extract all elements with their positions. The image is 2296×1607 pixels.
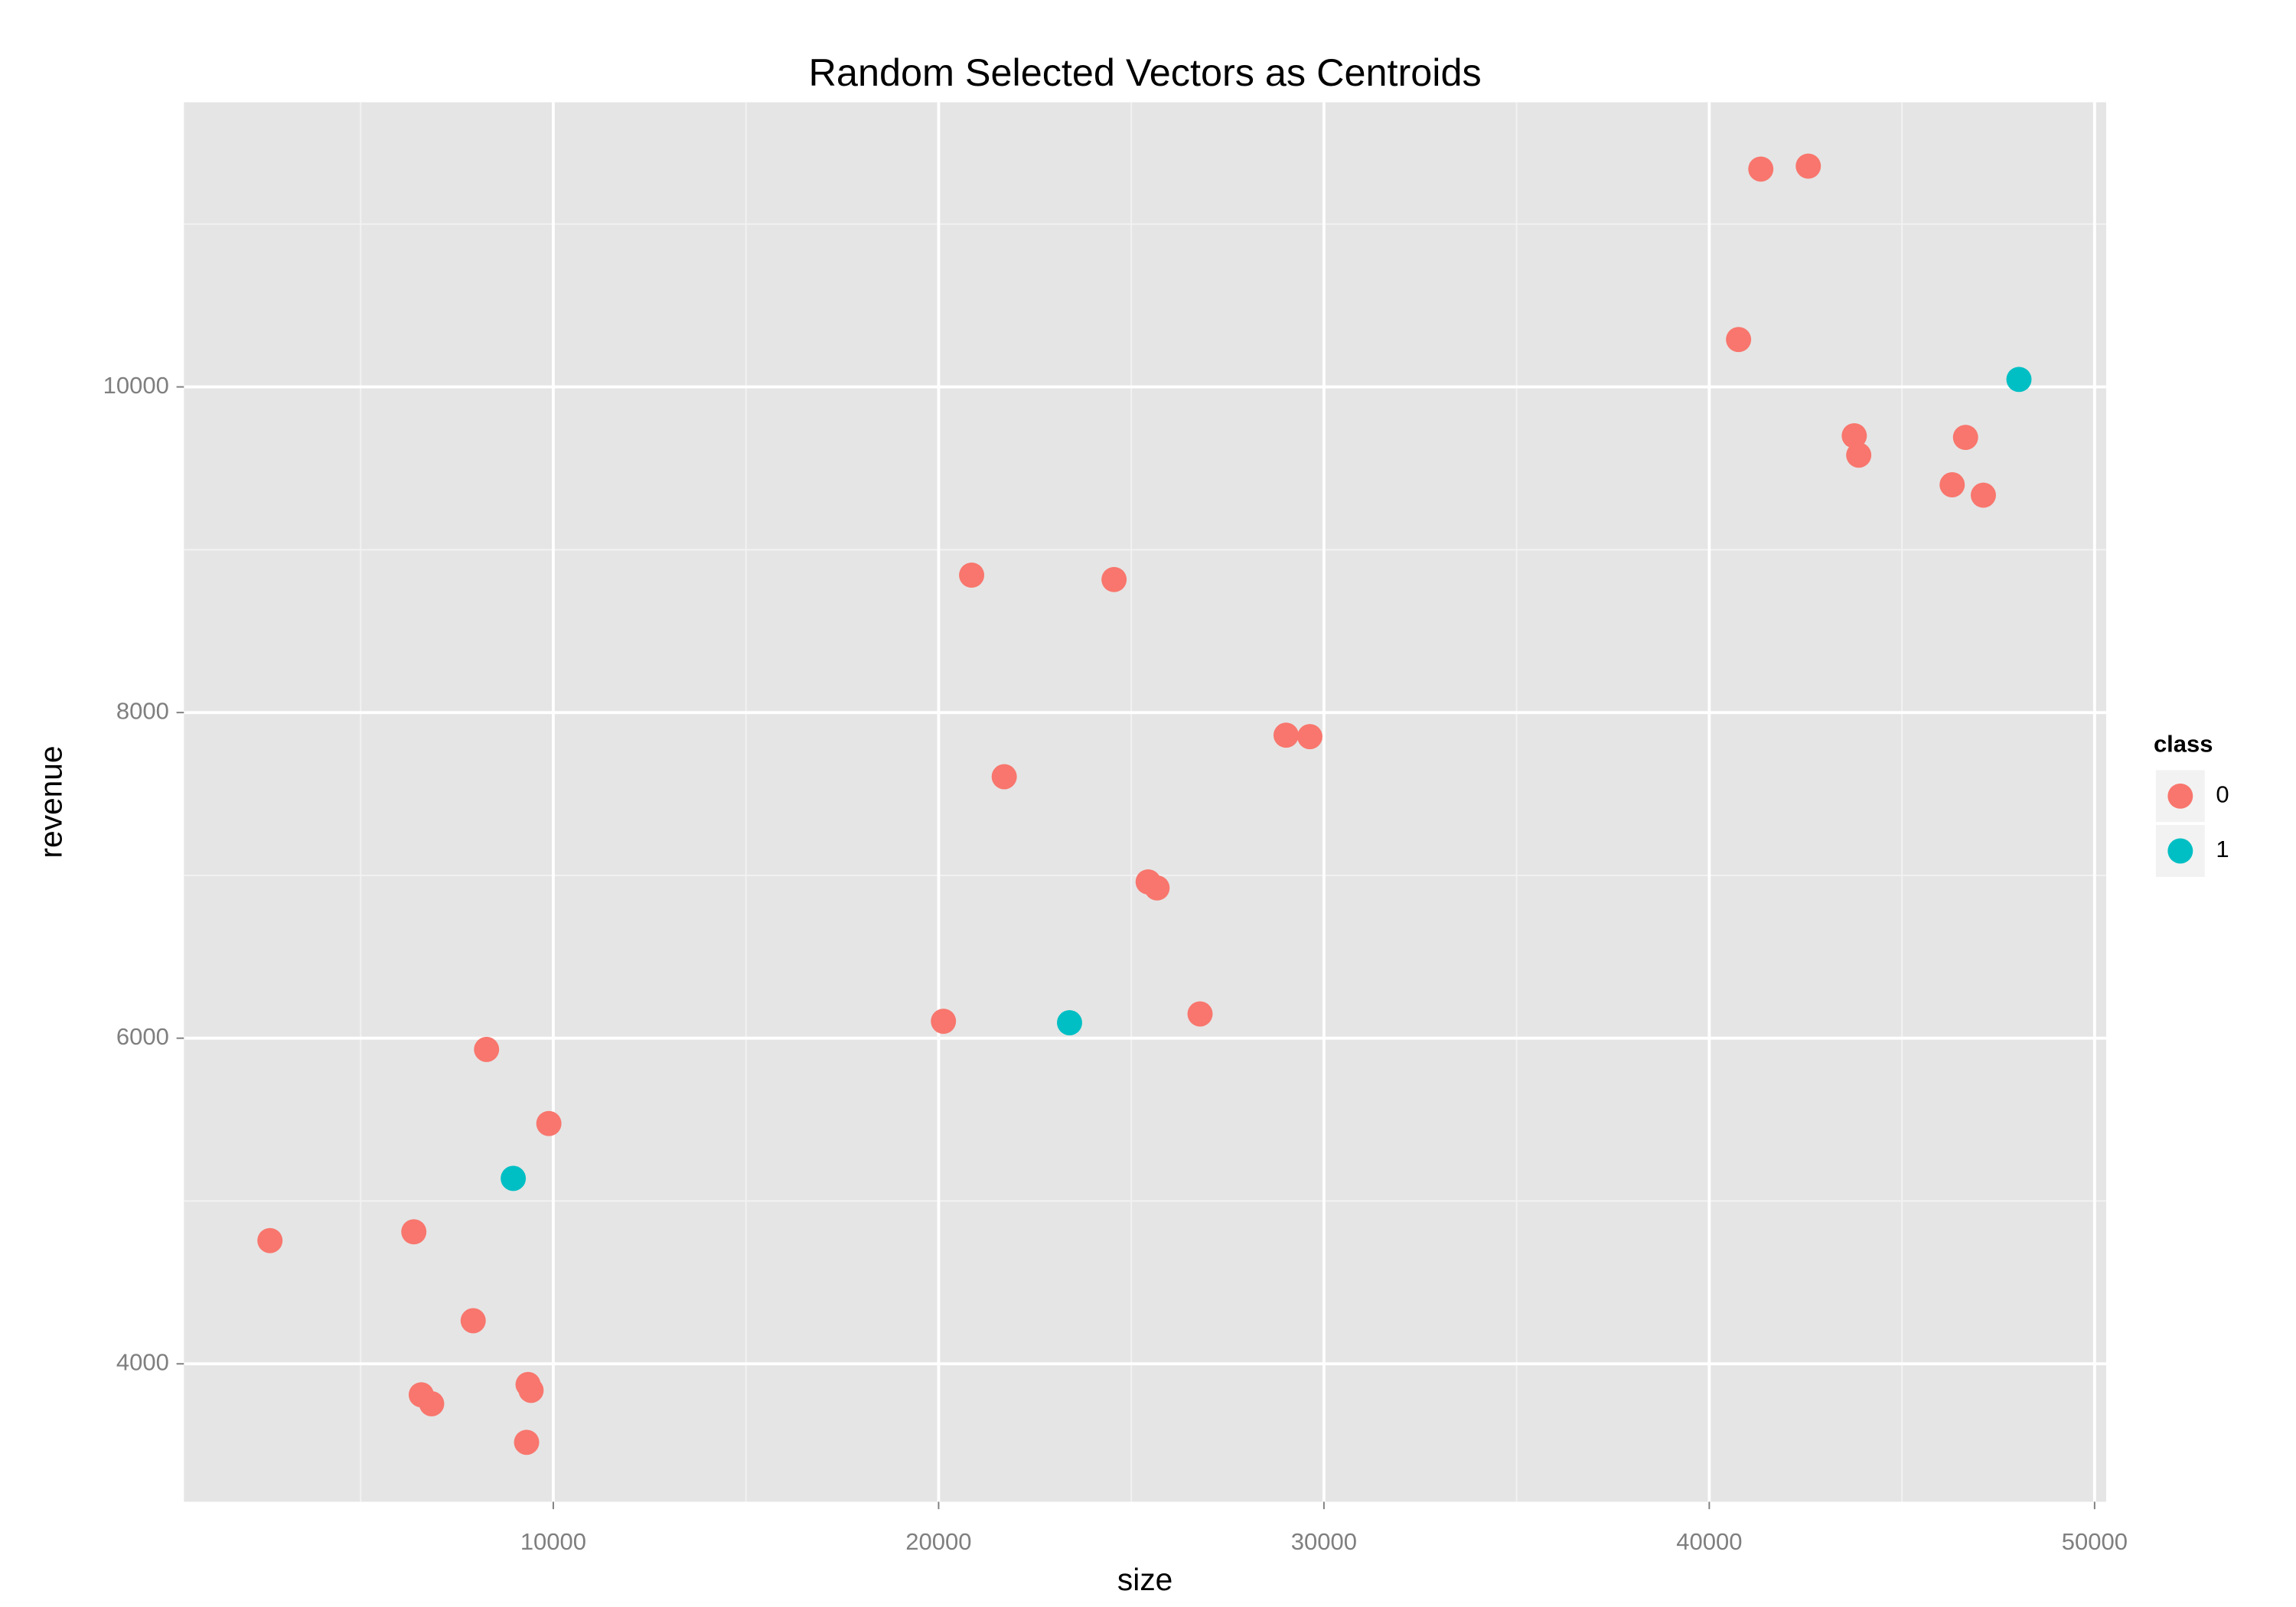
point <box>1795 153 1821 179</box>
point <box>931 1009 957 1035</box>
plot-background <box>184 102 2106 1502</box>
point <box>514 1429 540 1455</box>
y-tick-label: 8000 <box>116 697 169 724</box>
point <box>257 1227 283 1253</box>
point <box>959 562 985 588</box>
point <box>536 1110 562 1136</box>
legend-label: 1 <box>2216 836 2229 862</box>
point <box>1101 566 1127 592</box>
point <box>401 1219 427 1245</box>
y-axis-title: revenue <box>34 746 69 859</box>
point <box>1726 327 1752 353</box>
point <box>1846 442 1872 468</box>
y-tick-label: 10000 <box>103 372 169 399</box>
point <box>501 1165 527 1191</box>
x-tick-label: 50000 <box>2062 1528 2128 1555</box>
point <box>419 1390 445 1416</box>
point <box>1187 1001 1213 1027</box>
y-tick-label: 4000 <box>116 1348 169 1375</box>
x-tick-label: 30000 <box>1291 1528 1357 1555</box>
x-tick-label: 10000 <box>520 1528 586 1555</box>
point <box>1057 1010 1082 1035</box>
point <box>1144 875 1170 901</box>
point <box>991 764 1017 790</box>
point <box>1952 425 1978 451</box>
x-tick-label: 20000 <box>905 1528 971 1555</box>
point <box>1971 482 1996 508</box>
point <box>518 1377 544 1403</box>
point <box>1273 722 1299 748</box>
legend-marker <box>2167 838 2193 864</box>
point <box>2006 367 2032 393</box>
y-tick-label: 6000 <box>116 1023 169 1050</box>
legend-marker <box>2167 783 2193 809</box>
point <box>1296 724 1322 750</box>
point <box>1748 156 1774 182</box>
point <box>474 1036 500 1062</box>
chart-title: Random Selected Vectors as Centroids <box>809 51 1482 94</box>
legend-label: 0 <box>2216 781 2229 808</box>
point <box>1939 472 1965 497</box>
point <box>1841 422 1867 448</box>
x-tick-label: 40000 <box>1676 1528 1742 1555</box>
point <box>460 1308 486 1334</box>
x-axis-title: size <box>1117 1562 1172 1597</box>
legend-title: class <box>2154 731 2213 758</box>
